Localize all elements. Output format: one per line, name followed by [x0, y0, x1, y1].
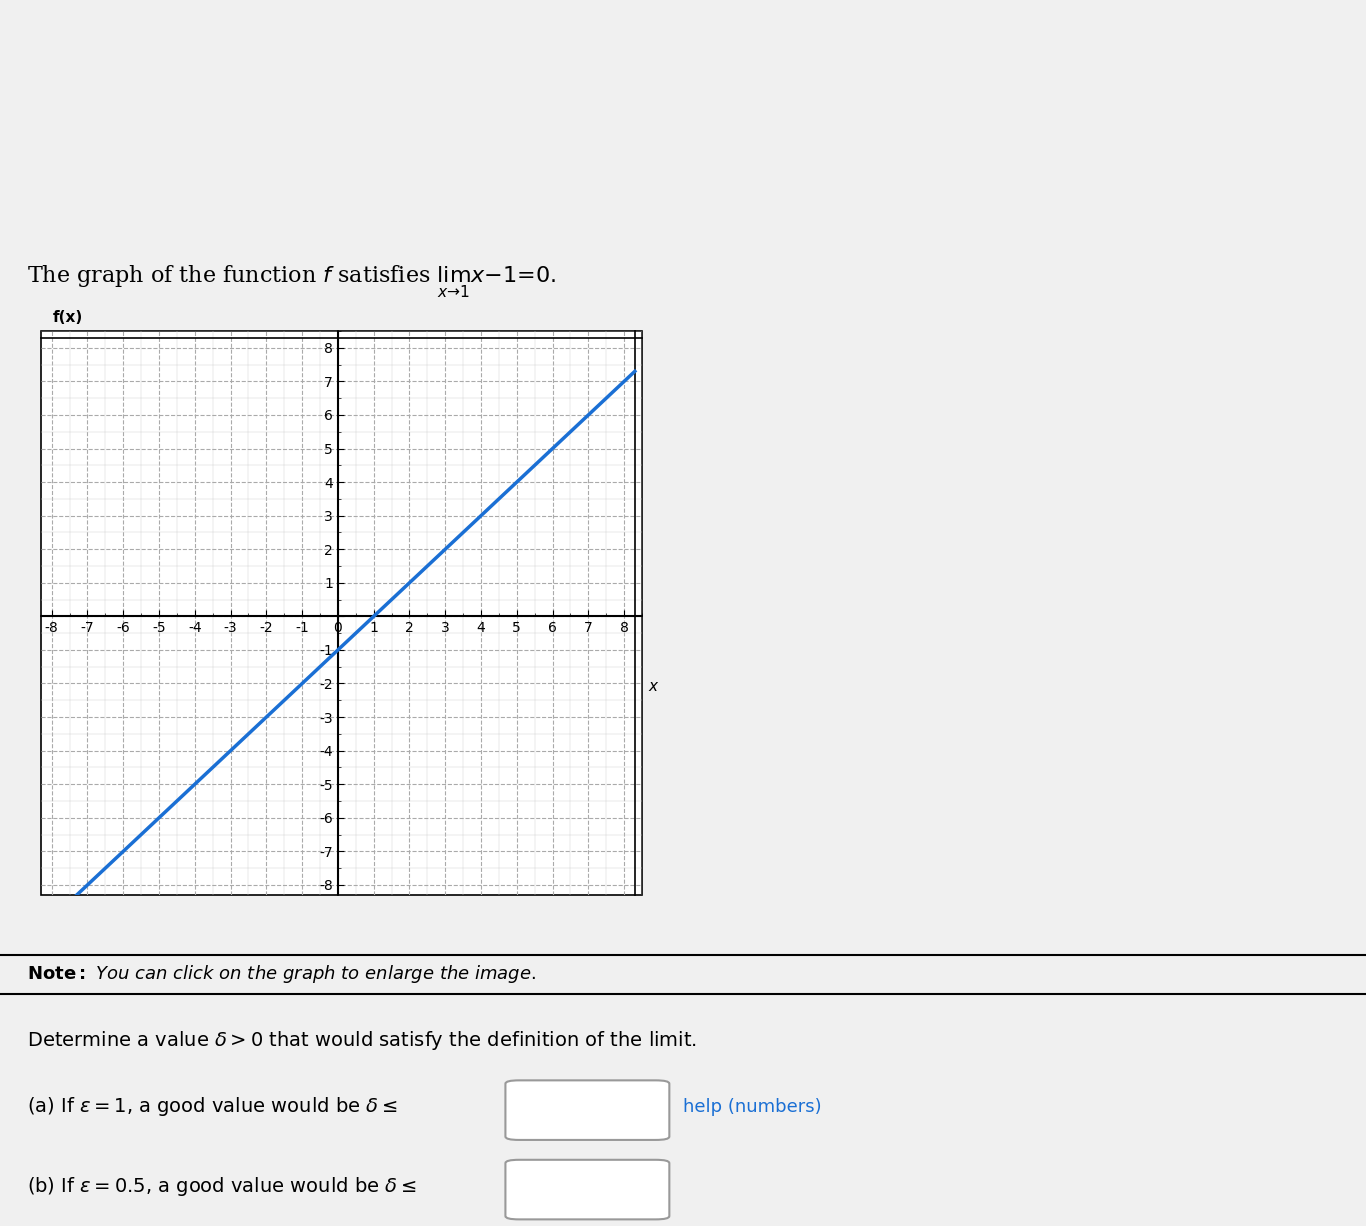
- FancyBboxPatch shape: [505, 1160, 669, 1220]
- Text: Determine a value $\delta > 0$ that would satisfy the definition of the limit.: Determine a value $\delta > 0$ that woul…: [27, 1029, 698, 1052]
- Text: x: x: [647, 679, 657, 694]
- Text: help (numbers): help (numbers): [683, 1097, 821, 1116]
- FancyBboxPatch shape: [505, 1080, 669, 1140]
- Text: (b) If $\varepsilon = 0.5$, a good value would be $\delta \leq$: (b) If $\varepsilon = 0.5$, a good value…: [27, 1175, 417, 1198]
- Text: (a) If $\varepsilon = 1$, a good value would be $\delta \leq$: (a) If $\varepsilon = 1$, a good value w…: [27, 1095, 398, 1118]
- Text: f(x): f(x): [53, 310, 83, 325]
- Text: The graph of the function $f$ satisfies $\lim_{x \to 1} x - 1 = 0.$: The graph of the function $f$ satisfies …: [27, 264, 556, 300]
- Text: $\bf{Note:}$ $\it{You\ can\ click\ on\ the\ graph\ to\ enlarge\ the\ image.}$: $\bf{Note:}$ $\it{You\ can\ click\ on\ t…: [27, 964, 537, 986]
